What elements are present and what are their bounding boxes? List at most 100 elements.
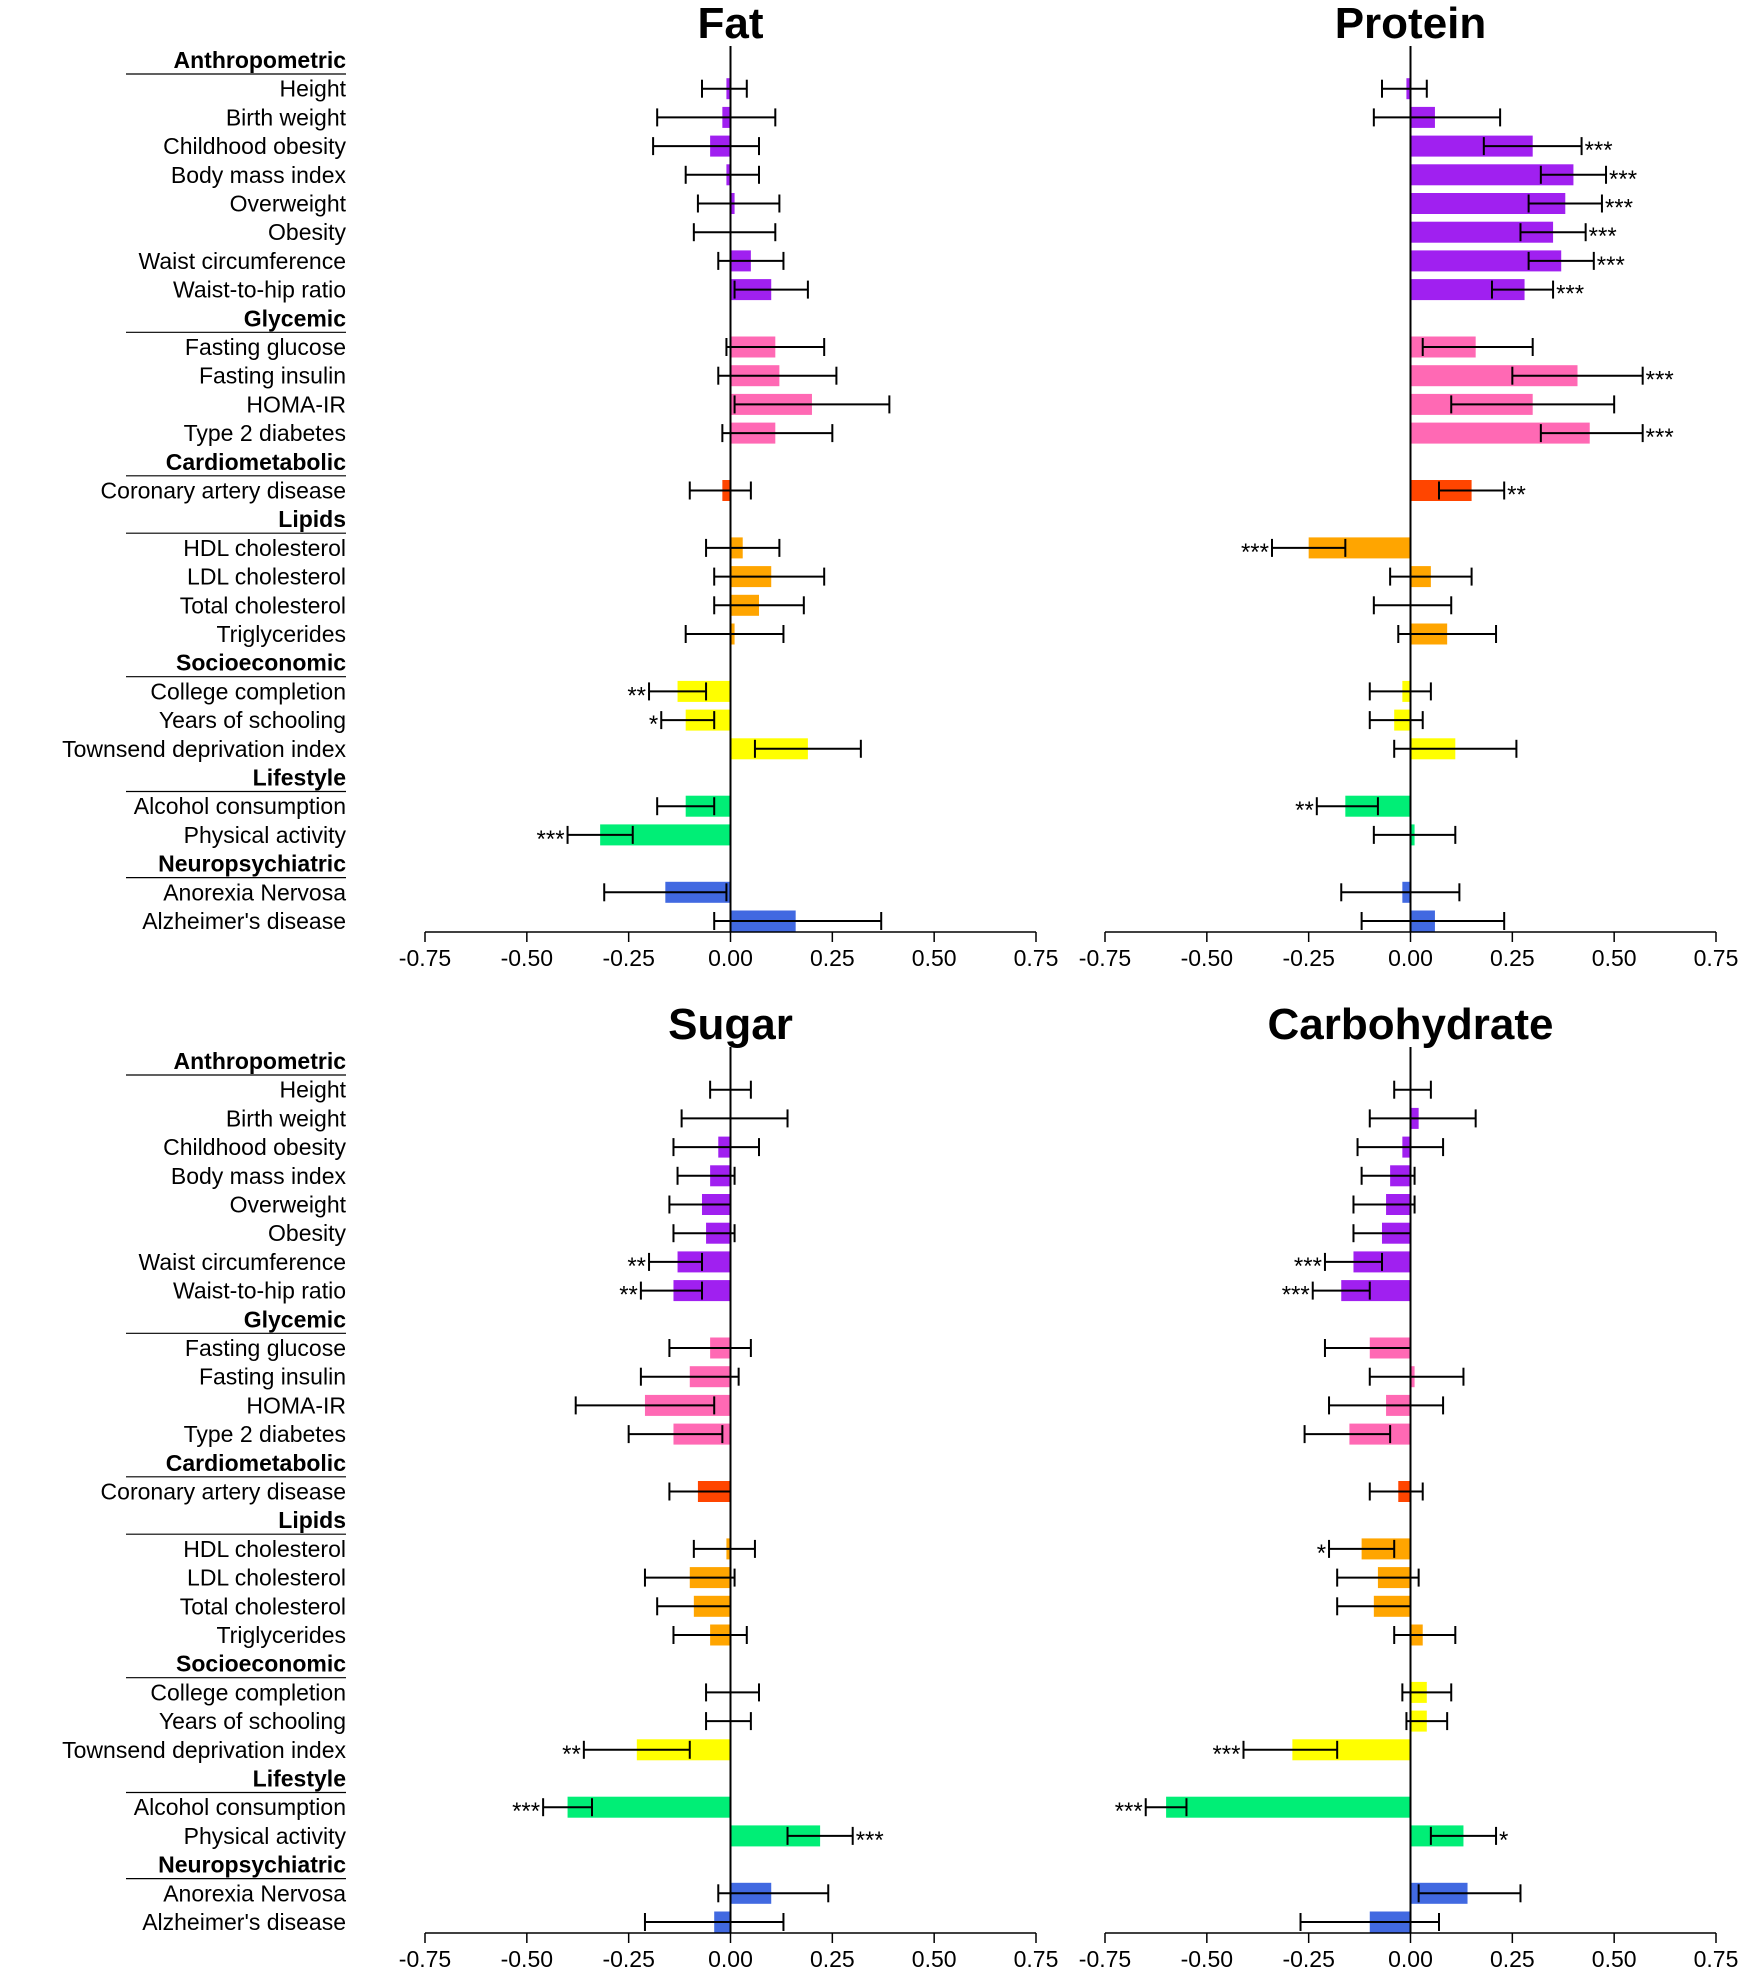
group-header-0: Lifestyle [253, 765, 346, 791]
group-header-2: Socioeconomic [176, 1651, 346, 1677]
group-header-2: Lipids [278, 1507, 346, 1533]
trait-label: Fasting insulin [199, 363, 346, 389]
trait-label: Triglycerides [216, 621, 346, 647]
significance-mark: *** [1597, 252, 1625, 279]
bar [730, 1825, 821, 1847]
x-tick-label: -0.50 [1181, 1946, 1233, 1970]
bar [1410, 164, 1574, 186]
group-header-2: Glycemic [244, 1306, 346, 1332]
x-tick-label: 0.75 [1014, 1946, 1059, 1970]
group-header-0: Lipids [278, 506, 346, 532]
significance-mark: *** [1115, 1798, 1143, 1825]
trait-label: Fasting insulin [199, 1364, 346, 1390]
significance-mark: *** [1294, 1253, 1322, 1280]
trait-label: Alzheimer's disease [142, 908, 346, 934]
trait-label: Total cholesterol [180, 1593, 346, 1619]
significance-mark: ** [619, 1282, 638, 1309]
x-tick-label: -0.75 [1079, 1946, 1131, 1970]
trait-label: Coronary artery disease [101, 478, 346, 504]
x-tick-label: 0.75 [1694, 945, 1739, 971]
significance-mark: *** [537, 826, 565, 853]
group-header-0: Cardiometabolic [166, 449, 346, 475]
x-tick-label: 0.25 [810, 1946, 855, 1970]
trait-label: Anorexia Nervosa [163, 1880, 346, 1906]
x-tick-label: 0.00 [708, 1946, 753, 1970]
significance-mark: ** [562, 1741, 581, 1768]
significance-mark: *** [1589, 223, 1617, 250]
bar [567, 1796, 731, 1818]
bar [677, 1251, 731, 1273]
group-header-2: Neuropsychiatric [158, 1852, 346, 1878]
panel-title-sugar: Sugar [668, 1000, 793, 1049]
trait-label: Alcohol consumption [134, 1794, 346, 1820]
trait-label: HDL cholesterol [183, 1536, 346, 1562]
trait-label: Waist-to-hip ratio [173, 1278, 346, 1304]
x-tick-label: 0.50 [1592, 945, 1637, 971]
x-tick-label: -0.75 [1079, 945, 1131, 971]
x-tick-label: -0.50 [501, 945, 553, 971]
significance-mark: *** [1646, 424, 1674, 451]
trait-label: HOMA-IR [246, 391, 346, 417]
bar [1341, 1280, 1411, 1302]
group-header-0: Socioeconomic [176, 650, 346, 676]
trait-label: Type 2 diabetes [184, 1421, 346, 1447]
trait-label: Obesity [268, 219, 346, 245]
x-tick-label: 0.25 [1490, 1946, 1535, 1970]
x-tick-label: 0.00 [1388, 945, 1433, 971]
trait-label: Fasting glucose [185, 334, 346, 360]
significance-mark: *** [1609, 166, 1637, 193]
significance-mark: *** [1646, 367, 1674, 394]
trait-label: Years of schooling [159, 1708, 346, 1734]
significance-mark: ** [627, 1253, 646, 1280]
trait-label: Waist circumference [139, 248, 346, 274]
trait-label: Height [280, 1077, 347, 1103]
significance-mark: * [649, 711, 658, 738]
trait-label: Coronary artery disease [101, 1479, 346, 1505]
trait-label: Birth weight [226, 104, 347, 130]
trait-label: Overweight [230, 191, 347, 217]
group-header-2: Lifestyle [253, 1766, 346, 1792]
bar [1410, 365, 1578, 387]
trait-label: Body mass index [171, 162, 347, 188]
bar [1308, 537, 1411, 559]
group-header-0: Anthropometric [174, 47, 347, 73]
group-header-2: Anthropometric [174, 1048, 347, 1074]
significance-mark: *** [1605, 195, 1633, 222]
x-tick-label: -0.75 [399, 1946, 451, 1970]
x-tick-label: 0.25 [1490, 945, 1535, 971]
significance-mark: *** [1585, 137, 1613, 164]
bar [1410, 422, 1590, 444]
x-tick-label: 0.00 [1388, 1946, 1433, 1970]
x-tick-label: -0.25 [1282, 945, 1334, 971]
panel-title-carbohydrate: Carbohydrate [1267, 1000, 1553, 1049]
bar [1410, 193, 1566, 214]
significance-mark: * [1499, 1827, 1508, 1854]
significance-mark: *** [856, 1827, 884, 1854]
group-header-0: Neuropsychiatric [158, 851, 346, 877]
trait-label: Anorexia Nervosa [163, 879, 346, 905]
trait-label: Waist circumference [139, 1249, 346, 1275]
trait-label: Physical activity [184, 822, 347, 848]
bar [1410, 279, 1525, 301]
x-tick-label: -0.50 [1181, 945, 1233, 971]
x-tick-label: -0.50 [501, 1946, 553, 1970]
panel-title-protein: Protein [1335, 0, 1487, 48]
significance-mark: ** [1295, 797, 1314, 824]
trait-label: HOMA-IR [246, 1392, 346, 1418]
trait-label: Birth weight [226, 1105, 347, 1131]
significance-mark: *** [1556, 281, 1584, 308]
trait-label: College completion [150, 1679, 346, 1705]
x-tick-label: 0.25 [810, 945, 855, 971]
significance-mark: *** [1282, 1282, 1310, 1309]
trait-label: Townsend deprivation index [62, 736, 346, 762]
bar [1410, 221, 1554, 243]
trait-label: Years of schooling [159, 707, 346, 733]
trait-label: Triglycerides [216, 1622, 346, 1648]
panel-title-fat: Fat [698, 0, 764, 48]
significance-mark: *** [512, 1798, 540, 1825]
trait-label: LDL cholesterol [187, 1565, 346, 1591]
x-tick-label: 0.50 [912, 1946, 957, 1970]
x-tick-label: -0.75 [399, 945, 451, 971]
x-tick-label: 0.75 [1014, 945, 1059, 971]
